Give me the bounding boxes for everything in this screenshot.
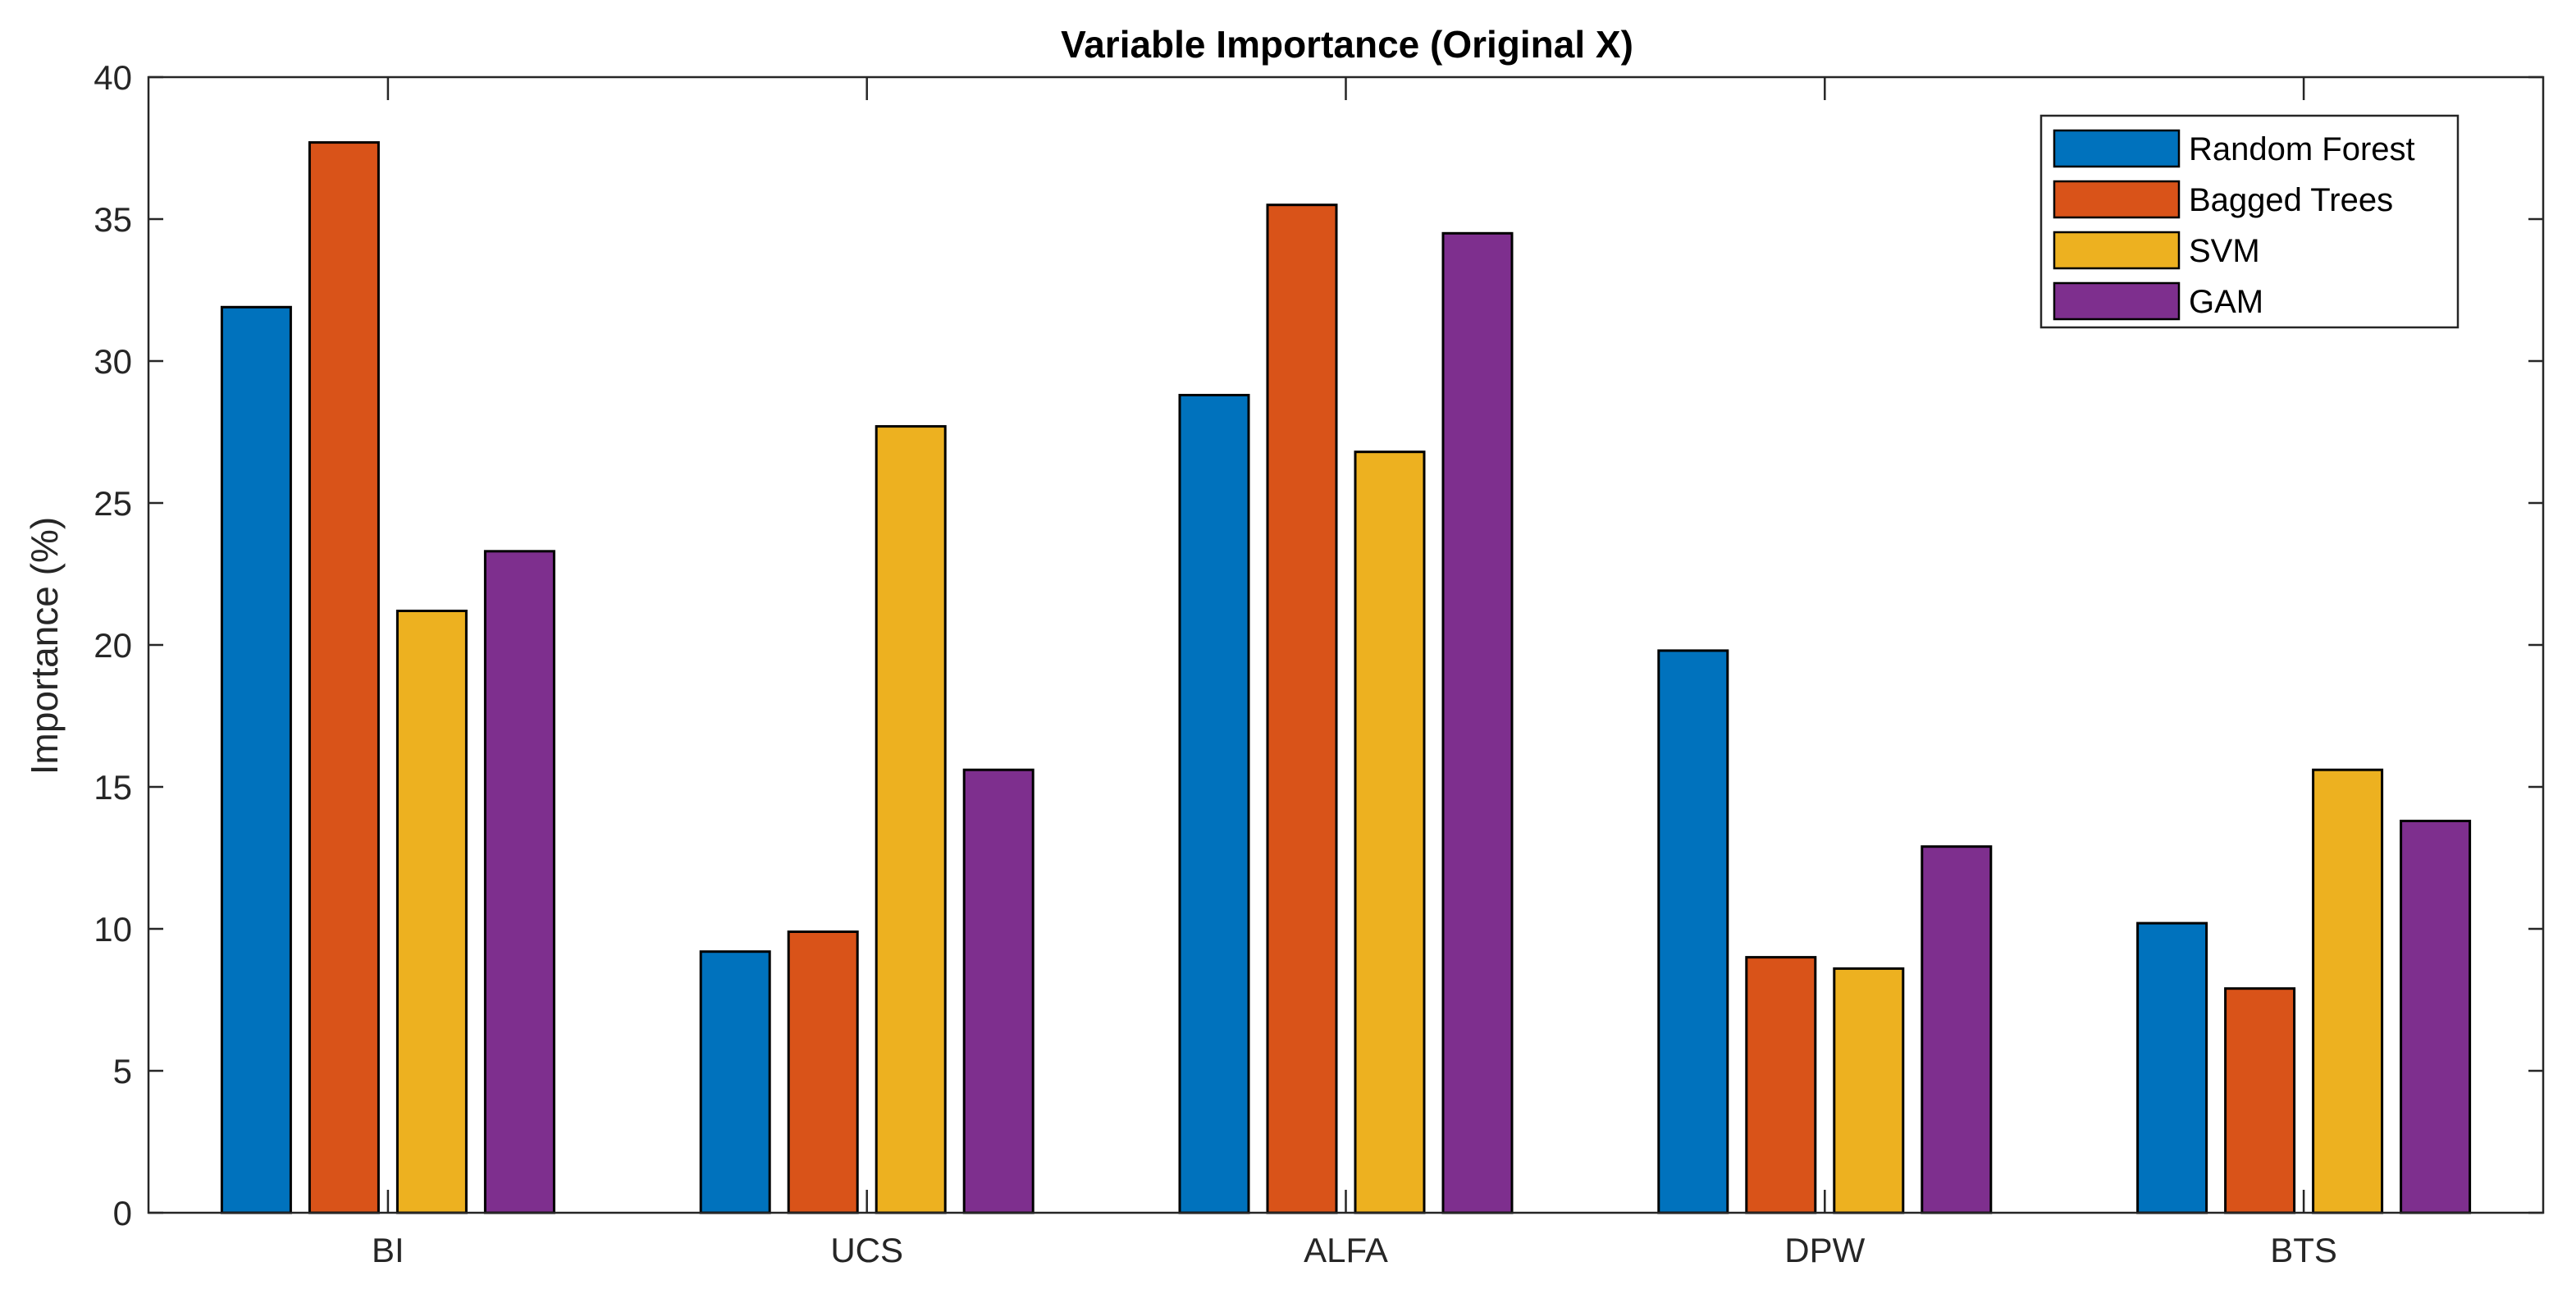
y-tick-label: 40 [94,58,132,97]
x-tick-label: DPW [1784,1231,1865,1269]
y-tick-label: 5 [113,1052,132,1091]
legend: Random Forest Bagged Trees SVM GAM [2039,114,2460,329]
legend-swatch [2053,129,2181,168]
bar-random-forest-alfa [1178,394,1250,1214]
bar-svm-alfa [1354,450,1426,1214]
legend-label: Bagged Trees [2189,182,2393,218]
bar-svm-ucs [875,425,947,1214]
bar-random-forest-ucs [699,950,771,1214]
y-tick-label: 35 [94,200,132,239]
legend-label: GAM [2189,284,2263,320]
bar-bagged-trees-bts [2224,987,2296,1214]
bar-svm-bts [2312,768,2384,1214]
x-tick-label: UCS [830,1231,903,1269]
y-tick-label: 15 [94,768,132,807]
bar-svm-dpw [1833,967,1905,1214]
y-tick-label: 0 [113,1194,132,1232]
bar-gam-bts [2400,820,2472,1214]
x-tick-label: BTS [2270,1231,2337,1269]
y-tick-label: 30 [94,342,132,381]
bar-svm-bi [395,610,468,1214]
bar-random-forest-bts [2136,921,2208,1214]
bar-gam-dpw [1921,845,1993,1214]
bar-random-forest-bi [220,305,292,1214]
bar-gam-bi [483,550,555,1214]
bar-bagged-trees-alfa [1266,203,1338,1214]
legend-label: SVM [2189,233,2260,269]
axes-layer: 0 5 10 15 20 25 30 35 40 BI UCS ALFA DPW BTS [94,58,2545,1269]
bar-bagged-trees-bi [308,141,380,1214]
y-tick-label: 20 [94,626,132,665]
legend-label: Random Forest [2189,131,2415,167]
y-tick-label: 25 [94,484,132,523]
legend-swatch [2053,231,2181,270]
x-tick-label: BI [372,1231,404,1269]
bar-gam-ucs [962,768,1035,1214]
y-axis-label: Importance (%) [23,517,66,775]
bars-layer [220,141,2472,1214]
y-tick-label: 10 [94,910,132,949]
x-tick-label: ALFA [1304,1231,1388,1269]
bar-bagged-trees-dpw [1745,956,1817,1214]
bar-random-forest-dpw [1657,649,1729,1214]
legend-swatch [2053,281,2181,321]
chart-title: Variable Importance (Original X) [1061,23,1633,66]
bar-bagged-trees-ucs [787,930,859,1214]
bar-gam-alfa [1441,231,1514,1214]
legend-swatch [2053,180,2181,219]
